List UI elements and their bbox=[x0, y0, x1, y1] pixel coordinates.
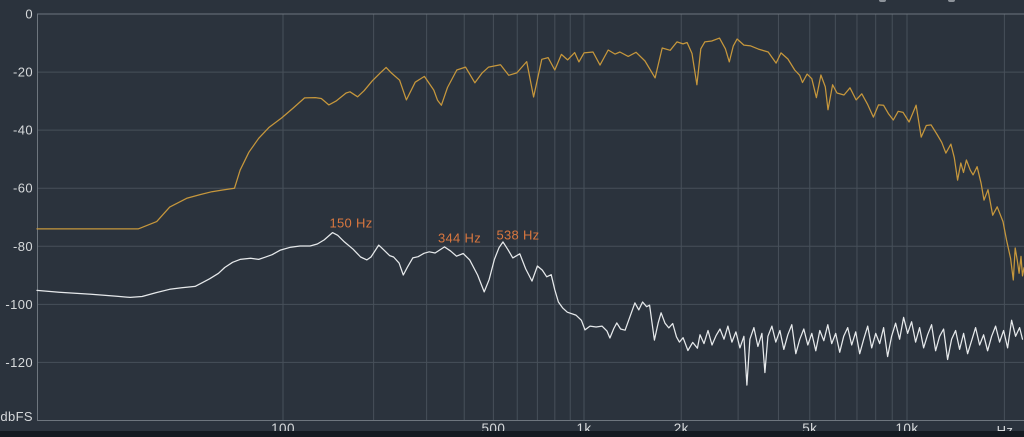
y-axis-unit-label: dbFS bbox=[0, 409, 33, 424]
y-axis-tick-label: -80 bbox=[13, 239, 33, 254]
y-axis-tick-label: -100 bbox=[5, 297, 33, 312]
cropped-text-fragment bbox=[879, 0, 886, 2]
annotation-538hz: 538 Hz bbox=[496, 227, 540, 243]
annotation-150hz: 150 Hz bbox=[329, 215, 373, 231]
white-trace-curve bbox=[36, 231, 1024, 386]
orange-trace-curve bbox=[36, 37, 1024, 281]
y-axis-tick-label: -120 bbox=[5, 355, 33, 370]
y-axis-tick-label: -20 bbox=[13, 65, 33, 80]
cropped-text-fragment bbox=[948, 0, 955, 2]
y-axis-tick-label: -40 bbox=[13, 123, 33, 138]
y-axis-tick-label: 0 bbox=[25, 7, 33, 22]
bottom-edge-strip bbox=[0, 431, 1024, 437]
y-axis-tick-label: -60 bbox=[13, 181, 33, 196]
annotation-344hz: 344 Hz bbox=[438, 230, 481, 246]
